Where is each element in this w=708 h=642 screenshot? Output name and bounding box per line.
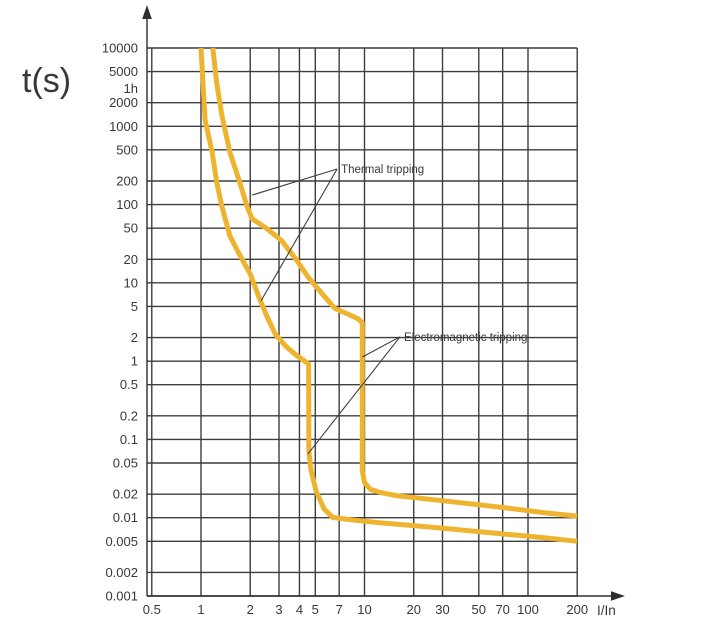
x-tick-label-50: 50 bbox=[472, 602, 486, 617]
y-tick-label-0.1: 0.1 bbox=[120, 432, 138, 447]
x-tick-label-30: 30 bbox=[435, 602, 449, 617]
trip-curve-tripping-band-lower-limit bbox=[198, 47, 578, 544]
y-tick-label-1: 1 bbox=[131, 354, 138, 369]
y-tick-label-10: 10 bbox=[124, 275, 138, 290]
x-tick-label-4: 4 bbox=[296, 602, 303, 617]
y-tick-label-100: 100 bbox=[116, 197, 138, 212]
annotation-leader-line-0-1 bbox=[260, 168, 338, 302]
x-tick-label-3: 3 bbox=[275, 602, 282, 617]
y-tick-label-0.005: 0.005 bbox=[105, 534, 138, 549]
y-tick-label-1h: 1h bbox=[124, 81, 138, 96]
x-tick-label-20: 20 bbox=[406, 602, 420, 617]
x-tick-label-2: 2 bbox=[247, 602, 254, 617]
y-tick-label-2000: 2000 bbox=[109, 95, 138, 110]
x-tick-label-200: 200 bbox=[566, 602, 588, 617]
y-axis-arrow-icon bbox=[142, 5, 152, 19]
annotation-leader-line-1-0 bbox=[362, 336, 401, 358]
y-axis-title: t(s) bbox=[22, 62, 71, 100]
x-axis-title: I/In bbox=[597, 603, 616, 618]
x-tick-label-70: 70 bbox=[495, 602, 509, 617]
y-tick-label-20: 20 bbox=[124, 252, 138, 267]
grid-lines bbox=[147, 47, 578, 597]
trip-curve-tripping-band-upper-limit bbox=[210, 47, 578, 519]
y-tick-label-2: 2 bbox=[131, 330, 138, 345]
y-tick-label-5: 5 bbox=[131, 299, 138, 314]
x-tick-label-0.5: 0.5 bbox=[143, 602, 161, 617]
x-tick-label-10: 10 bbox=[357, 602, 371, 617]
y-tick-label-0.5: 0.5 bbox=[120, 377, 138, 392]
y-tick-label-0.01: 0.01 bbox=[113, 510, 138, 525]
annotation-leader-line-0-0 bbox=[251, 168, 338, 196]
x-axis-arrow-icon bbox=[611, 591, 625, 601]
annotation-label-0: Thermal tripping bbox=[341, 164, 424, 176]
y-tick-label-500: 500 bbox=[116, 142, 138, 157]
annotation-leader-line-1-1 bbox=[307, 336, 401, 455]
annotation-label-1: Electromagnetic tripping bbox=[404, 332, 527, 344]
x-tick-label-1: 1 bbox=[197, 602, 204, 617]
y-tick-label-0.2: 0.2 bbox=[120, 408, 138, 423]
y-tick-label-1000: 1000 bbox=[109, 119, 138, 134]
y-tick-label-50: 50 bbox=[124, 221, 138, 236]
y-tick-label-0.001: 0.001 bbox=[105, 588, 138, 603]
y-tick-label-200: 200 bbox=[116, 174, 138, 189]
y-tick-label-0.002: 0.002 bbox=[105, 565, 138, 580]
x-tick-label-100: 100 bbox=[517, 602, 539, 617]
x-tick-label-5: 5 bbox=[312, 602, 319, 617]
y-tick-label-10000: 10000 bbox=[102, 41, 138, 56]
y-tick-label-0.02: 0.02 bbox=[113, 487, 138, 502]
y-tick-label-5000: 5000 bbox=[109, 64, 138, 79]
x-tick-label-7: 7 bbox=[336, 602, 343, 617]
y-tick-label-0.05: 0.05 bbox=[113, 455, 138, 470]
